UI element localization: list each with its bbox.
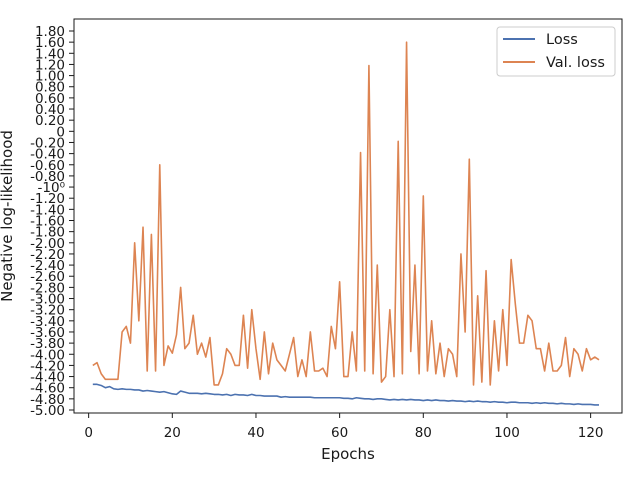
y-tick-label: -1.20 xyxy=(30,191,65,207)
series-line-val-loss xyxy=(92,41,600,386)
y-tick-label: -0.40 xyxy=(30,147,65,163)
legend: Loss Val. loss xyxy=(496,26,616,77)
y-tick-label: -5.00 xyxy=(30,403,65,419)
y-tick-label: -2.20 xyxy=(30,247,65,263)
series-layer xyxy=(92,41,600,406)
x-tick-label: 40 xyxy=(247,425,264,441)
y-tick-label: 1.40 xyxy=(35,46,65,62)
x-tick-label: 80 xyxy=(415,425,432,441)
y-tick-label: 0.60 xyxy=(35,91,65,107)
y-tick-label: -1.60 xyxy=(30,214,65,230)
y-tick-label: -2.00 xyxy=(30,236,65,252)
y-tick-label: -4.40 xyxy=(30,370,65,386)
y-axis-label: Negative log-likelihood xyxy=(0,130,16,302)
x-tick-label: 120 xyxy=(578,425,604,441)
y-tick-label: -3.20 xyxy=(30,303,65,319)
legend-label-loss: Loss xyxy=(546,32,578,48)
y-tick-label: 0.40 xyxy=(35,102,65,118)
y-tick-label: 1.80 xyxy=(35,24,65,40)
y-tick-label: -4.00 xyxy=(30,347,65,363)
x-axis-label: Epochs xyxy=(321,445,375,463)
y-tick-label: -0.80 xyxy=(30,169,65,185)
x-tick-label: 20 xyxy=(164,425,181,441)
y-tick-label: 0 xyxy=(56,124,65,140)
plot-frame xyxy=(73,18,623,414)
y-tick-label: 1.00 xyxy=(35,69,65,85)
y-tick-label: -4.60 xyxy=(30,381,65,397)
y-tick-label: -2.40 xyxy=(30,258,65,274)
y-tick-label: 1.20 xyxy=(35,57,65,73)
y-tick-label: -1.40 xyxy=(30,202,65,218)
x-tick-label: 0 xyxy=(84,425,93,441)
x-axis-ticks: 0 20 40 60 80 100 120 xyxy=(84,413,604,441)
y-tick-label: 0.20 xyxy=(35,113,65,129)
y-tick-label: -0.20 xyxy=(30,135,65,151)
y-tick-label: 1.60 xyxy=(35,35,65,51)
y-axis-ticks: -5.00-4.80-4.60-4.40-4.20-4.00-3.80-3.60… xyxy=(30,24,74,419)
y-tick-label: -4.80 xyxy=(30,392,65,408)
legend-label-val-loss: Val. loss xyxy=(546,55,605,71)
y-tick-label: -0.60 xyxy=(30,158,65,174)
y-tick-label: -1.80 xyxy=(30,225,65,241)
x-tick-label: 60 xyxy=(331,425,348,441)
y-tick-label: -3.00 xyxy=(30,292,65,308)
y-tick-label: -3.80 xyxy=(30,336,65,352)
series-line-loss xyxy=(92,383,599,406)
y-tick-label: -3.40 xyxy=(30,314,65,330)
y-tick-label: -2.60 xyxy=(30,269,65,285)
y-tick-label: -3.60 xyxy=(30,325,65,341)
y-tick-label: -2.80 xyxy=(30,280,65,296)
y-tick-label: -10⁰ xyxy=(38,180,65,196)
y-tick-label: 0.80 xyxy=(35,80,65,96)
y-tick-label: -4.20 xyxy=(30,358,65,374)
x-tick-label: 100 xyxy=(494,425,520,441)
